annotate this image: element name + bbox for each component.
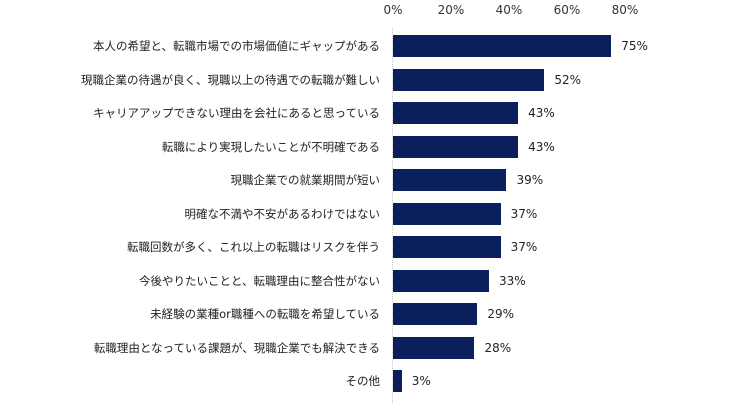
bar <box>393 35 612 57</box>
value-label: 39% <box>516 173 544 187</box>
value-label: 33% <box>499 273 526 288</box>
category-label: その他 <box>345 374 381 388</box>
bar <box>393 169 507 191</box>
category-label: 未経験の業種or職種への転職を希望している <box>150 307 380 321</box>
x-tick: 40% <box>495 3 523 17</box>
value-label: 37% <box>510 206 538 221</box>
bar <box>393 68 545 91</box>
bar <box>393 102 519 124</box>
x-tick: 80% <box>611 3 639 17</box>
bar <box>393 269 490 292</box>
value-label: 37% <box>510 240 538 254</box>
value-label: 29% <box>487 307 515 321</box>
category-label: 転職回数が多く、これ以上の転職はリスクを伴う <box>127 240 380 254</box>
y-axis-line <box>392 28 393 403</box>
bar-row: 未経験の業種or職種への転職を希望している 29% <box>0 303 749 325</box>
category-label: キャリアアップできない理由を会社にあると思っている <box>93 106 380 120</box>
category-label: 転職理由となっている課題が、現職企業でも解決できる <box>93 340 380 355</box>
category-label: 現職企業での就業期間が短い <box>230 173 381 187</box>
x-tick: 60% <box>553 3 581 17</box>
category-label: 転職により実現したいことが不明確である <box>161 139 380 154</box>
bar <box>393 135 519 158</box>
value-label: 28% <box>484 340 512 355</box>
bar-row: 現職企業での就業期間が短い 39% <box>0 169 749 191</box>
bar-row: 本人の希望と、転職市場での市場価値にギャップがある 75% <box>0 35 749 57</box>
bar-row: 現職企業の待遇が良く、現職以上の待遇での転職が難しい 52% <box>0 68 749 91</box>
bar <box>393 202 501 225</box>
bar-row: 転職回数が多く、これ以上の転職はリスクを伴う 37% <box>0 236 749 258</box>
bar <box>393 370 402 392</box>
bar-row: キャリアアップできない理由を会社にあると思っている 43% <box>0 102 749 124</box>
bar-row: 明確な不満や不安があるわけではない 37% <box>0 202 749 225</box>
category-label: 現職企業の待遇が良く、現職以上の待遇での転職が難しい <box>81 72 380 87</box>
value-label: 3% <box>411 374 431 388</box>
x-tick: 20% <box>437 3 465 17</box>
bar-row: その他 3% <box>0 370 749 392</box>
category-label: 明確な不満や不安があるわけではない <box>184 206 381 221</box>
category-label: 今後やりたいことと、転職理由に整合性がない <box>138 273 380 288</box>
bar <box>393 303 478 325</box>
category-label: 本人の希望と、転職市場での市場価値にギャップがある <box>92 39 380 53</box>
bar-row: 転職理由となっている課題が、現職企業でも解決できる 28% <box>0 336 749 359</box>
value-label: 52% <box>554 72 581 87</box>
bar <box>393 336 475 359</box>
value-label: 75% <box>621 39 648 53</box>
x-tick: 0% <box>383 3 403 17</box>
bar <box>393 236 501 258</box>
value-label: 43% <box>528 139 555 154</box>
bar-row: 今後やりたいことと、転職理由に整合性がない 33% <box>0 269 749 292</box>
bar-row: 転職により実現したいことが不明確である 43% <box>0 135 749 158</box>
value-label: 43% <box>528 106 555 120</box>
